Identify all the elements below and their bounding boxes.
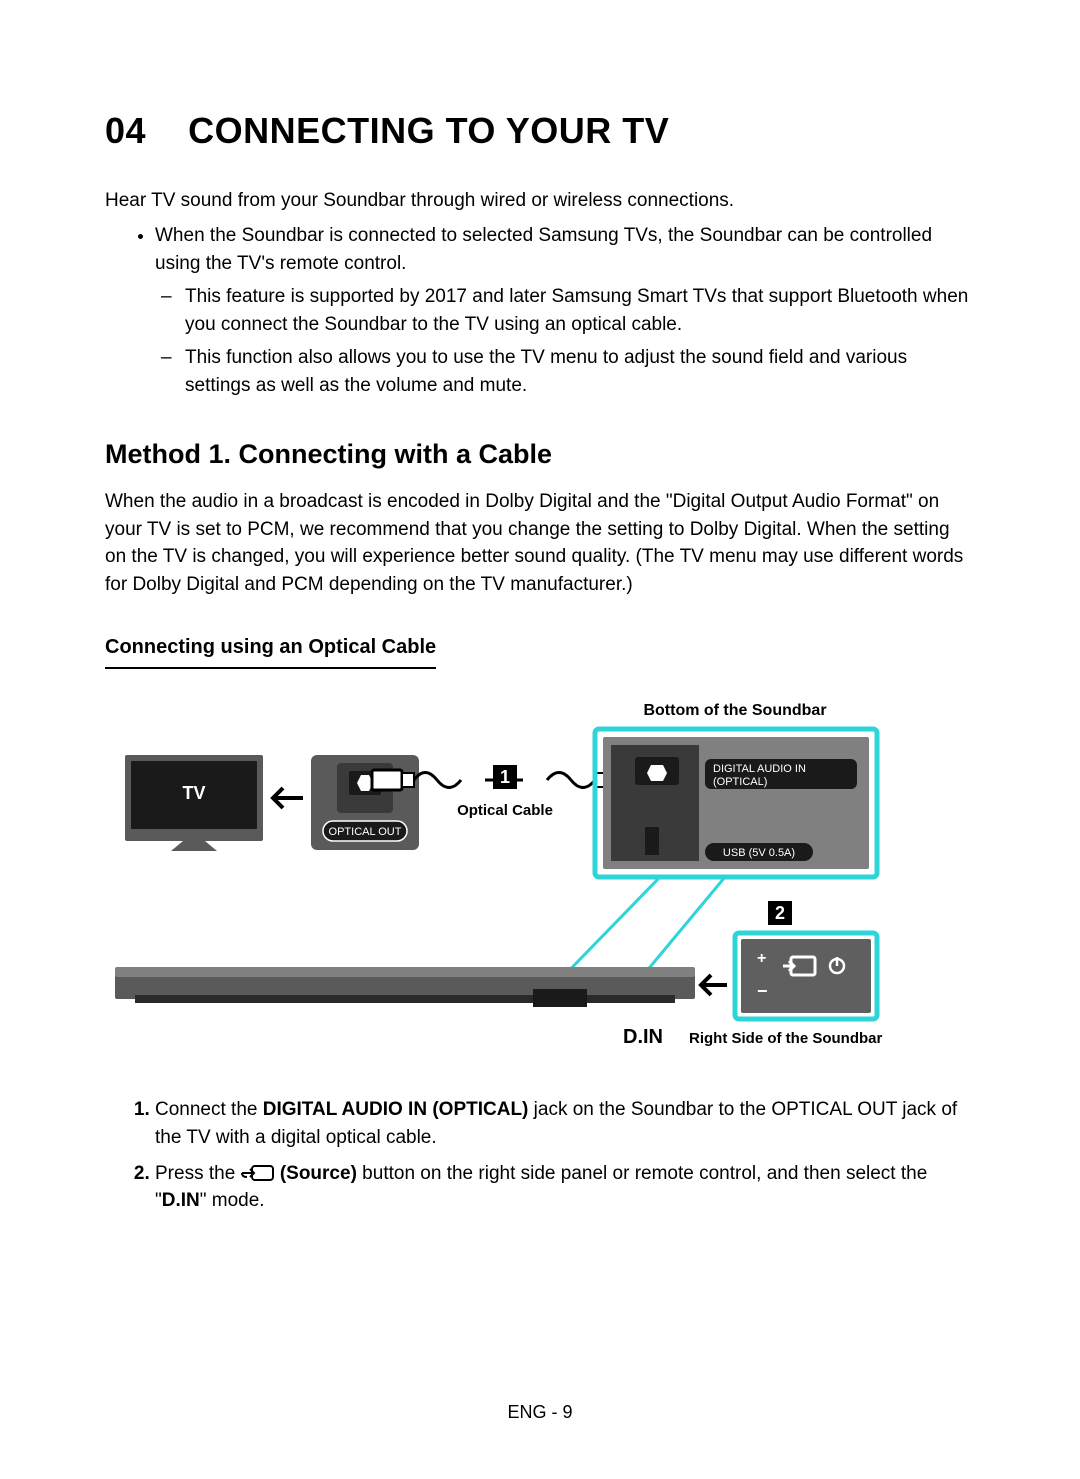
callout-1-icon: 1 bbox=[493, 765, 517, 789]
svg-text:(OPTICAL): (OPTICAL) bbox=[713, 776, 767, 788]
diagram-svg: Bottom of the Soundbar TV OPTICAL OUT bbox=[105, 695, 975, 1055]
bullet-text: When the Soundbar is connected to select… bbox=[155, 225, 932, 274]
digital-audio-label: DIGITAL AUDIO IN bbox=[713, 763, 806, 775]
tv-label: TV bbox=[182, 783, 205, 803]
dash-item: This function also allows you to use the… bbox=[185, 344, 975, 399]
svg-text:1: 1 bbox=[500, 767, 510, 787]
method-paragraph: When the audio in a broadcast is encoded… bbox=[105, 488, 975, 598]
optical-cable-label: Optical Cable bbox=[457, 802, 553, 819]
page-footer: ENG - 9 bbox=[0, 1402, 1080, 1423]
connection-diagram: Bottom of the Soundbar TV OPTICAL OUT bbox=[105, 695, 975, 1060]
sub-heading: Connecting using an Optical Cable bbox=[105, 636, 436, 669]
tv-icon: TV bbox=[125, 755, 263, 851]
dash-list: This feature is supported by 2017 and la… bbox=[155, 283, 975, 399]
soundbar-bottom-icon: DIGITAL AUDIO IN (OPTICAL) USB (5V 0.5A) bbox=[595, 729, 877, 877]
step1-bold: DIGITAL AUDIO IN (OPTICAL) bbox=[263, 1099, 529, 1120]
right-caption: Right Side of the Soundbar bbox=[689, 1030, 882, 1047]
section-number: 04 bbox=[105, 110, 146, 151]
svg-text:+: + bbox=[757, 950, 766, 967]
source-label: (Source) bbox=[275, 1163, 357, 1184]
bullet-item: When the Soundbar is connected to select… bbox=[155, 222, 975, 399]
dash-item: This feature is supported by 2017 and la… bbox=[185, 283, 975, 338]
step-item: Connect the DIGITAL AUDIO IN (OPTICAL) j… bbox=[155, 1096, 975, 1151]
section-heading: 04 CONNECTING TO YOUR TV bbox=[105, 110, 975, 152]
optical-out-label: OPTICAL OUT bbox=[329, 826, 402, 838]
arrow-left-icon bbox=[701, 975, 727, 995]
callout-2-icon: 2 bbox=[768, 901, 792, 925]
steps-list: Connect the DIGITAL AUDIO IN (OPTICAL) j… bbox=[105, 1096, 975, 1214]
section-title: CONNECTING TO YOUR TV bbox=[188, 110, 669, 151]
soundbar-icon bbox=[115, 967, 695, 1007]
source-icon bbox=[241, 1164, 275, 1182]
intro-text: Hear TV sound from your Soundbar through… bbox=[105, 190, 975, 212]
svg-text:−: − bbox=[757, 981, 768, 1001]
din-label: D.IN bbox=[623, 1026, 663, 1048]
soundbar-right-panel-icon: + − bbox=[735, 933, 877, 1019]
arrow-left-icon bbox=[273, 788, 303, 808]
din-inline: D.IN bbox=[162, 1190, 200, 1211]
step-item: Press the (Source) button on the right s… bbox=[155, 1160, 975, 1215]
tv-panel-icon: OPTICAL OUT bbox=[311, 755, 419, 850]
usb-label: USB (5V 0.5A) bbox=[723, 847, 795, 859]
bullet-list: When the Soundbar is connected to select… bbox=[105, 222, 975, 399]
svg-text:2: 2 bbox=[775, 903, 785, 923]
top-caption: Bottom of the Soundbar bbox=[643, 702, 826, 719]
method-heading: Method 1. Connecting with a Cable bbox=[105, 439, 975, 470]
